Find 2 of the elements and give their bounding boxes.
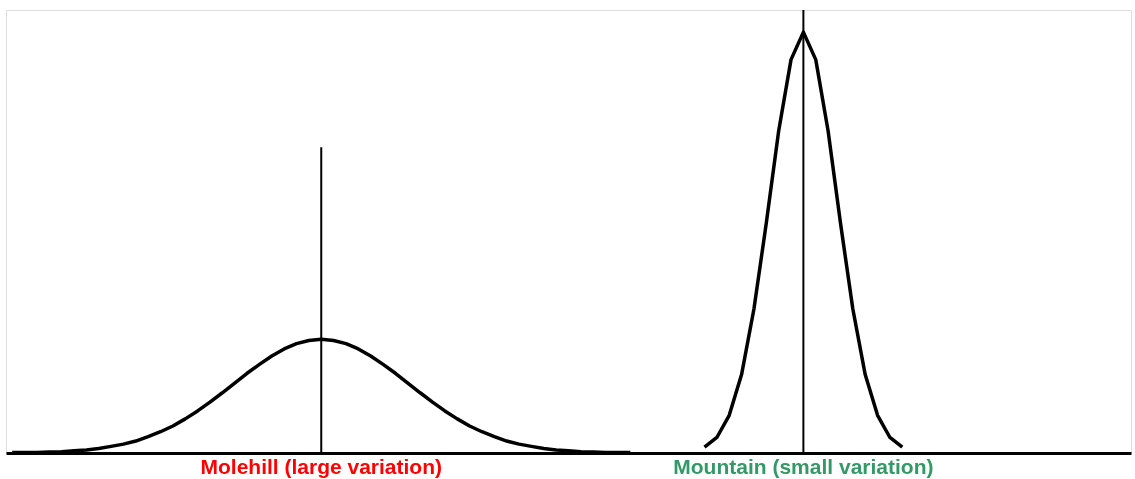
x-tick-label: Mountain (small variation) [673, 454, 934, 478]
x-tick-label: Molehill (large variation) [200, 454, 443, 478]
